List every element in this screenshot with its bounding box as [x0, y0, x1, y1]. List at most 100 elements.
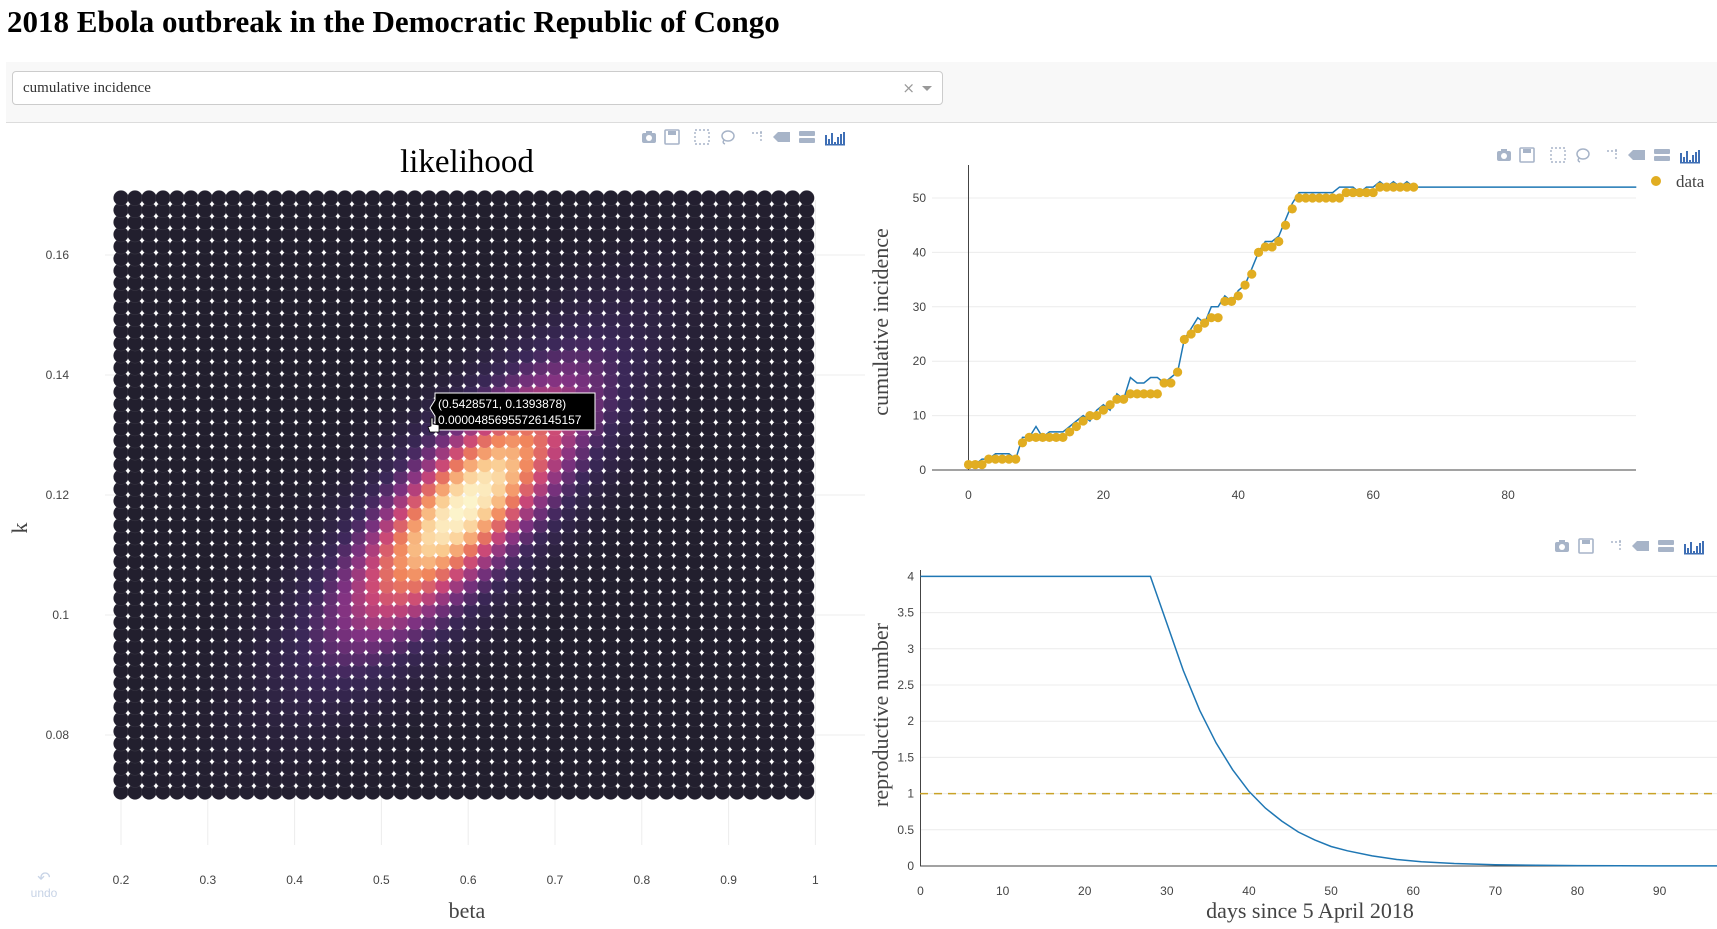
heatmap-cell[interactable]	[364, 190, 381, 206]
incidence-data-point[interactable]	[1024, 432, 1034, 442]
incidence-legend[interactable]: data	[1651, 172, 1705, 191]
heatmap-cell[interactable]	[756, 190, 773, 206]
plotly-logo-icon[interactable]	[825, 132, 845, 146]
incidence-data-point[interactable]	[1193, 323, 1203, 334]
hover-closest-icon[interactable]	[1628, 150, 1645, 160]
spike-lines-icon[interactable]	[752, 131, 764, 143]
incidence-data-point[interactable]	[963, 459, 974, 470]
plotly-logo-icon[interactable]	[1684, 541, 1704, 555]
heatmap-cell[interactable]	[127, 190, 143, 206]
incidence-data-point[interactable]	[1233, 291, 1243, 301]
heatmap-cell[interactable]	[602, 190, 619, 206]
heatmap-cell[interactable]	[560, 190, 577, 206]
box-select-icon[interactable]	[694, 129, 710, 145]
camera-icon[interactable]	[1497, 149, 1511, 161]
spike-lines-icon[interactable]	[1607, 149, 1619, 161]
incidence-data-point[interactable]	[1186, 329, 1196, 339]
incidence-data-point[interactable]	[1294, 193, 1304, 203]
incidence-data-point[interactable]	[1112, 394, 1122, 404]
incidence-data-point[interactable]	[1334, 193, 1345, 203]
incidence-data-point[interactable]	[1382, 182, 1392, 192]
incidence-data-point[interactable]	[1152, 389, 1162, 399]
incidence-data-point[interactable]	[1078, 416, 1088, 426]
hover-closest-icon[interactable]	[773, 132, 790, 142]
plotly-logo-icon[interactable]	[1680, 150, 1700, 164]
incidence-data-point[interactable]	[977, 459, 987, 470]
heatmap-cell[interactable]	[616, 190, 633, 206]
heatmap-cell[interactable]	[183, 190, 199, 206]
heatmap-cell[interactable]	[742, 190, 759, 206]
incidence-data-point[interactable]	[1004, 454, 1014, 464]
heatmap-cell[interactable]	[784, 190, 801, 206]
incidence-data-point[interactable]	[1044, 432, 1055, 442]
caret-down-icon[interactable]	[922, 86, 932, 91]
incidence-data-point[interactable]	[1071, 421, 1082, 432]
incidence-data-point[interactable]	[1253, 247, 1264, 257]
undo-button[interactable]: ↶ undo	[27, 871, 61, 901]
camera-icon[interactable]	[1555, 540, 1569, 552]
heatmap-cell[interactable]	[518, 190, 535, 206]
heatmap-cell[interactable]	[658, 190, 675, 206]
incidence-data-point[interactable]	[1328, 193, 1338, 203]
heatmap-cell[interactable]	[378, 190, 395, 206]
heatmap-cell[interactable]	[672, 190, 689, 206]
heatmap-cell[interactable]	[532, 190, 549, 206]
heatmap-cell[interactable]	[113, 190, 129, 206]
heatmap-cell[interactable]	[406, 190, 423, 206]
incidence-data-point[interactable]	[1125, 389, 1135, 399]
incidence-data-point[interactable]	[1085, 411, 1095, 421]
heatmap-cell[interactable]	[504, 190, 521, 206]
lasso-icon[interactable]	[721, 130, 735, 145]
incidence-data-point[interactable]	[1361, 187, 1372, 198]
incidence-data-point[interactable]	[1166, 378, 1176, 388]
heatmap-cell[interactable]	[392, 190, 409, 206]
hover-compare-icon[interactable]	[799, 131, 815, 143]
heatmap-cell[interactable]	[574, 190, 591, 206]
incidence-data-point[interactable]	[1348, 187, 1358, 198]
incidence-data-point[interactable]	[1267, 242, 1277, 252]
incidence-data-point[interactable]	[1092, 411, 1102, 421]
incidence-data-point[interactable]	[1058, 432, 1068, 442]
incidence-data-point[interactable]	[1179, 334, 1189, 345]
incidence-data-point[interactable]	[1402, 182, 1412, 192]
heatmap-cell[interactable]	[728, 190, 745, 206]
heatmap-cell[interactable]	[714, 190, 731, 206]
incidence-data-point[interactable]	[1388, 182, 1399, 192]
incidence-data-point[interactable]	[1395, 182, 1405, 192]
variable-select[interactable]: cumulative incidence ×	[12, 71, 943, 105]
incidence-data-point[interactable]	[1220, 296, 1230, 306]
likelihood-heatmap[interactable]	[113, 190, 815, 800]
incidence-data-point[interactable]	[1226, 296, 1237, 306]
save-icon[interactable]	[1519, 147, 1535, 163]
incidence-data-point[interactable]	[1409, 182, 1419, 192]
heatmap-cell[interactable]	[211, 190, 227, 206]
heatmap-cell[interactable]	[434, 190, 451, 206]
incidence-data-point[interactable]	[1301, 193, 1311, 203]
incidence-data-point[interactable]	[1031, 432, 1041, 442]
hover-closest-icon[interactable]	[1632, 541, 1649, 551]
heatmap-cell[interactable]	[686, 190, 703, 206]
incidence-data-point[interactable]	[990, 454, 1001, 464]
heatmap-cell[interactable]	[630, 190, 647, 206]
heatmap-cell[interactable]	[267, 190, 283, 206]
incidence-data-point[interactable]	[1199, 318, 1210, 328]
heatmap-cell[interactable]	[337, 190, 353, 206]
heatmap-cell[interactable]	[490, 190, 507, 206]
hover-compare-icon[interactable]	[1654, 149, 1670, 161]
incidence-data-point[interactable]	[1139, 389, 1149, 399]
incidence-data-point[interactable]	[1213, 313, 1223, 323]
incidence-data-point[interactable]	[984, 454, 994, 464]
incidence-data-point[interactable]	[1017, 438, 1028, 448]
incidence-data-point[interactable]	[1119, 394, 1129, 404]
incidence-data-point[interactable]	[1287, 204, 1297, 214]
heatmap-cell[interactable]	[295, 190, 311, 206]
heatmap-cell[interactable]	[155, 190, 171, 206]
heatmap-cell[interactable]	[281, 190, 297, 206]
heatmap-cell[interactable]	[798, 190, 815, 206]
incidence-data-points[interactable]	[963, 182, 1419, 470]
heatmap-cell[interactable]	[141, 190, 157, 206]
incidence-data-point[interactable]	[1105, 400, 1115, 410]
incidence-data-point[interactable]	[1314, 193, 1324, 203]
incidence-data-point[interactable]	[1368, 187, 1378, 198]
heatmap-cell[interactable]	[700, 190, 717, 206]
